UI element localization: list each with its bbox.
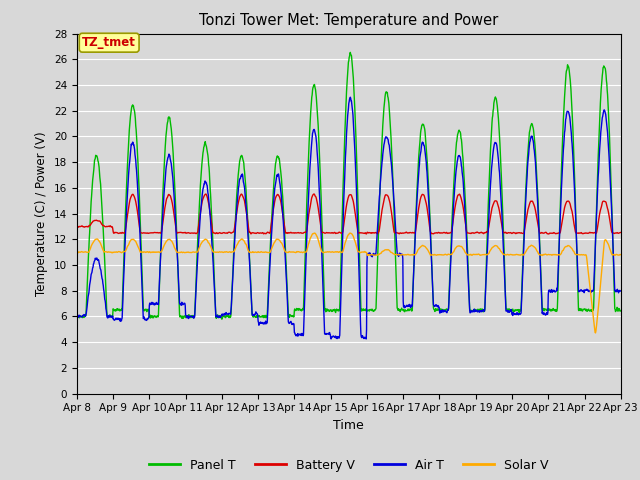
Legend: Panel T, Battery V, Air T, Solar V: Panel T, Battery V, Air T, Solar V bbox=[144, 454, 554, 477]
Panel T bbox=[346, 49, 354, 55]
Air T bbox=[194, 254, 202, 260]
Text: TZ_tmet: TZ_tmet bbox=[82, 36, 136, 49]
Battery V bbox=[180, 230, 188, 236]
Panel T bbox=[505, 308, 513, 313]
Solar V bbox=[255, 249, 262, 255]
Air T bbox=[505, 308, 513, 313]
Panel T bbox=[218, 316, 226, 322]
Battery V bbox=[553, 230, 561, 236]
Battery V bbox=[255, 230, 262, 236]
Air T bbox=[362, 336, 370, 342]
Title: Tonzi Tower Met: Temperature and Power: Tonzi Tower Met: Temperature and Power bbox=[199, 13, 499, 28]
Solar V bbox=[552, 252, 560, 257]
Battery V bbox=[73, 223, 81, 228]
Solar V bbox=[504, 252, 512, 258]
Panel T bbox=[434, 307, 442, 313]
Panel T bbox=[553, 309, 561, 314]
Line: Air T: Air T bbox=[77, 97, 620, 339]
Air T bbox=[180, 300, 188, 306]
Solar V bbox=[180, 250, 188, 255]
Solar V bbox=[194, 249, 202, 255]
Battery V bbox=[194, 229, 202, 235]
Line: Solar V: Solar V bbox=[77, 233, 620, 333]
Panel T bbox=[73, 312, 81, 318]
Battery V bbox=[434, 230, 442, 236]
Line: Panel T: Panel T bbox=[77, 52, 620, 319]
Air T bbox=[434, 304, 442, 310]
Solar V bbox=[616, 252, 624, 257]
Line: Battery V: Battery V bbox=[77, 194, 620, 234]
Air T bbox=[616, 288, 624, 294]
Solar V bbox=[73, 249, 81, 255]
Air T bbox=[255, 320, 262, 325]
Panel T bbox=[616, 308, 624, 314]
Y-axis label: Temperature (C) / Power (V): Temperature (C) / Power (V) bbox=[35, 132, 48, 296]
Air T bbox=[346, 95, 354, 100]
Solar V bbox=[591, 330, 599, 336]
Air T bbox=[553, 288, 561, 293]
Air T bbox=[73, 316, 81, 322]
Battery V bbox=[310, 191, 318, 197]
Battery V bbox=[362, 231, 370, 237]
Battery V bbox=[505, 230, 513, 236]
X-axis label: Time: Time bbox=[333, 419, 364, 432]
Panel T bbox=[180, 313, 188, 319]
Solar V bbox=[310, 230, 318, 236]
Battery V bbox=[616, 229, 624, 235]
Panel T bbox=[255, 313, 263, 319]
Solar V bbox=[433, 252, 441, 258]
Panel T bbox=[194, 238, 202, 243]
